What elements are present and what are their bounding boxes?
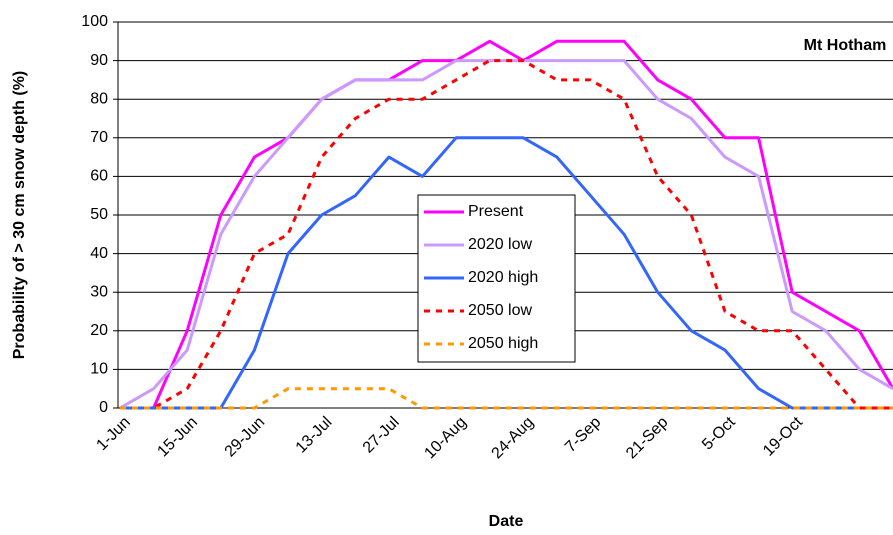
legend-label: 2050 low	[468, 302, 532, 319]
x-tick-label: 27-Jul	[360, 414, 403, 457]
series-line	[120, 387, 893, 410]
y-tick-label: 10	[90, 361, 108, 378]
legend-label: 2020 low	[468, 236, 532, 253]
y-tick-label: 30	[90, 283, 108, 300]
x-tick-label: 29-Jun	[222, 414, 269, 461]
y-tick-label: 50	[90, 206, 108, 223]
y-tick-label: 100	[81, 13, 108, 30]
y-tick-label: 0	[99, 399, 108, 416]
y-tick-label: 20	[90, 322, 108, 339]
series-line	[120, 39, 893, 410]
y-tick-label: 60	[90, 168, 108, 185]
x-axis-label: Date	[489, 513, 524, 530]
y-tick-label: 80	[90, 90, 108, 107]
y-axis-label: Probability of > 30 cm snow depth (%)	[11, 71, 28, 359]
legend-label: Present	[468, 203, 524, 220]
legend-label: 2050 high	[468, 335, 538, 352]
y-tick-label: 40	[90, 245, 108, 262]
legend-label: 2020 high	[468, 269, 538, 286]
y-tick-label: 90	[90, 52, 108, 69]
x-tick-label: 21-Sep	[623, 414, 672, 463]
x-tick-label: 13-Jul	[293, 414, 336, 457]
x-tick-label: 24-Aug	[489, 414, 538, 463]
x-tick-label: 19-Oct	[760, 413, 806, 459]
x-tick-label: 10-Aug	[421, 414, 470, 463]
x-tick-label: 5-Oct	[699, 413, 739, 453]
y-tick-label: 70	[90, 129, 108, 146]
chart-title: Mt Hotham	[804, 37, 887, 54]
x-tick-label: 15-Jun	[154, 414, 201, 461]
series-line	[120, 59, 893, 410]
series-line	[120, 136, 893, 410]
x-tick-label: 1-Jun	[93, 414, 133, 454]
x-tick-label: 7-Sep	[562, 414, 604, 456]
